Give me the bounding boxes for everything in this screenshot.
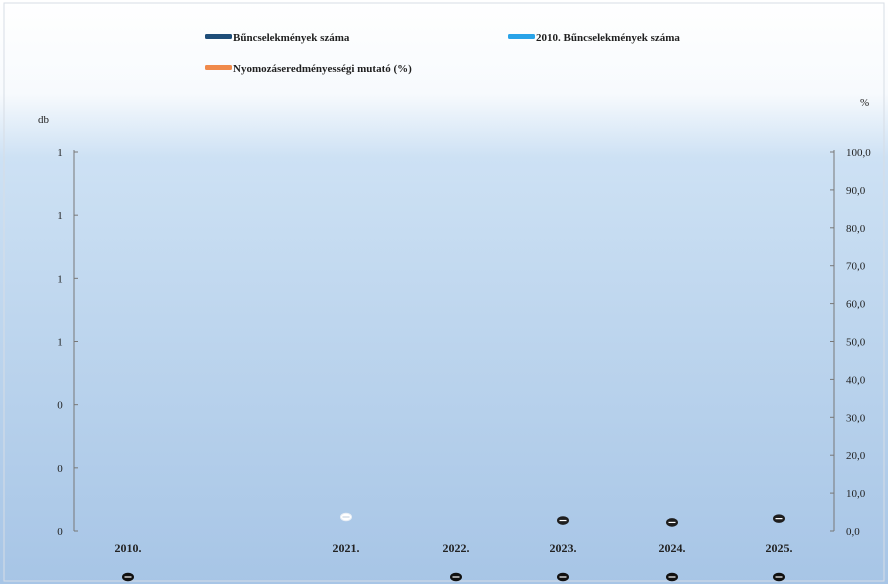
right-tick-label: 70,0 bbox=[846, 261, 866, 273]
left-tick-label: 1 bbox=[57, 147, 63, 159]
legend: Bűncselekmények száma 2010. Bűncselekmény… bbox=[205, 32, 680, 75]
right-tick-label: 10,0 bbox=[846, 488, 866, 500]
right-tick-label: 40,0 bbox=[846, 374, 866, 386]
category-label: 2023. bbox=[550, 541, 577, 555]
category-label: 2025. bbox=[766, 541, 793, 555]
right-tick-label: 80,0 bbox=[846, 223, 866, 235]
left-tick-label: 1 bbox=[57, 273, 63, 285]
right-tick-label: 100,0 bbox=[846, 147, 871, 159]
category-label: 2010. bbox=[115, 541, 142, 555]
category-axis: 2010. 2021. 2022. 2023. 2024. 2025. bbox=[115, 541, 793, 555]
legend-label-3: Nyomozáseredményességi mutató (%) bbox=[233, 63, 412, 75]
left-tick-label: 1 bbox=[57, 210, 63, 222]
category-label: 2021. bbox=[333, 541, 360, 555]
legend-swatch-1 bbox=[205, 34, 232, 39]
legend-swatch-2 bbox=[508, 34, 535, 39]
right-axis-ticks: 100,0 90,0 80,0 70,0 60,0 50,0 40,0 30,0 20,0 10,… bbox=[830, 147, 871, 538]
left-tick-label: 0 bbox=[57, 526, 63, 538]
right-tick-label: 0,0 bbox=[846, 526, 860, 538]
left-tick-label: 1 bbox=[57, 337, 63, 349]
right-axis-title: % bbox=[860, 97, 869, 109]
right-tick-label: 20,0 bbox=[846, 450, 866, 462]
category-label: 2022. bbox=[443, 541, 470, 555]
right-tick-label: 50,0 bbox=[846, 337, 866, 349]
chart-border bbox=[3, 2, 885, 582]
right-tick-label: 90,0 bbox=[846, 185, 866, 197]
left-tick-label: 0 bbox=[57, 463, 63, 475]
legend-label-2: 2010. Bűncselekmények száma bbox=[536, 32, 680, 44]
left-axis-title: db bbox=[38, 114, 50, 126]
category-label: 2024. bbox=[659, 541, 686, 555]
left-axis-ticks: 1 1 1 1 0 0 0 bbox=[57, 147, 78, 538]
right-tick-label: 30,0 bbox=[846, 412, 866, 424]
left-tick-label: 0 bbox=[57, 400, 63, 412]
legend-label-1: Bűncselekmények száma bbox=[233, 32, 350, 44]
legend-swatch-3 bbox=[205, 65, 232, 70]
data-marks bbox=[122, 512, 785, 582]
right-tick-label: 60,0 bbox=[846, 299, 866, 311]
